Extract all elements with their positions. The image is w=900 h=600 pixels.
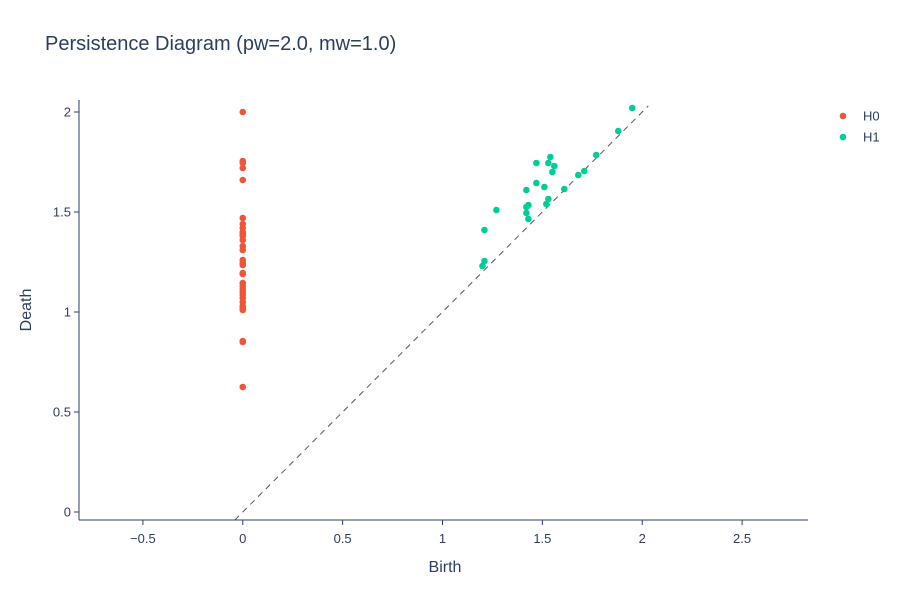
data-point-h1[interactable] — [581, 167, 588, 175]
data-point-h0[interactable] — [239, 383, 247, 391]
data-point-h1[interactable] — [523, 209, 530, 217]
x-tick-label: 1 — [439, 531, 446, 546]
legend-item-h0[interactable]: H0 — [839, 109, 880, 124]
data-point-h1[interactable] — [545, 159, 552, 167]
diagonal-reference-line — [234, 105, 649, 521]
y-tick-label: 2 — [64, 105, 71, 120]
y-axis-title: Death — [18, 289, 35, 332]
data-point-h1[interactable] — [628, 104, 636, 112]
y-tick-label: 0.5 — [53, 405, 71, 420]
data-point-h0[interactable] — [239, 306, 247, 314]
data-points — [239, 104, 636, 391]
data-point-h1[interactable] — [523, 186, 530, 194]
data-point-h1[interactable] — [481, 257, 488, 265]
legend-item-h1[interactable]: H1 — [839, 130, 880, 145]
legend-marker — [839, 133, 847, 141]
data-point-h1[interactable] — [614, 127, 622, 135]
x-tick-label: −0.5 — [130, 531, 156, 546]
data-point-h0[interactable] — [239, 214, 247, 222]
plot-area: −0.5 0 0.5 1 1.5 2 2.5 0 0.5 1 1.5 2 — [53, 100, 808, 546]
data-point-h0[interactable] — [239, 246, 247, 254]
y-tick-label: 0 — [64, 505, 71, 520]
x-tick-label: 0 — [239, 531, 246, 546]
data-point-h1[interactable] — [525, 215, 532, 223]
series-h1 — [479, 104, 636, 270]
data-point-h1[interactable] — [549, 168, 556, 176]
data-point-h1[interactable] — [551, 162, 558, 170]
data-point-h0[interactable] — [239, 108, 247, 116]
data-point-h1[interactable] — [533, 179, 540, 187]
data-point-h1[interactable] — [575, 171, 582, 179]
series-h0 — [239, 108, 247, 391]
data-point-h0[interactable] — [239, 176, 247, 184]
legend-label: H0 — [863, 109, 880, 124]
chart-title: Persistence Diagram (pw=2.0, mw=1.0) — [45, 33, 396, 55]
data-point-h0[interactable] — [239, 270, 247, 278]
data-point-h1[interactable] — [592, 151, 600, 159]
y-tick-label: 1 — [64, 305, 71, 320]
data-point-h1[interactable] — [547, 153, 554, 161]
data-point-h1[interactable] — [493, 206, 500, 214]
data-point-h0[interactable] — [239, 164, 247, 172]
y-axis-ticks: 0 0.5 1 1.5 2 — [53, 105, 79, 520]
data-point-h1[interactable] — [533, 159, 540, 167]
data-point-h1[interactable] — [479, 262, 486, 270]
data-point-h0[interactable] — [239, 338, 247, 346]
x-axis-ticks: −0.5 0 0.5 1 1.5 2 2.5 — [130, 520, 751, 546]
x-tick-label: 2 — [639, 531, 646, 546]
data-point-h1[interactable] — [525, 201, 532, 209]
data-point-h0[interactable] — [239, 236, 247, 244]
data-point-h1[interactable] — [561, 185, 568, 193]
legend-label: H1 — [863, 130, 880, 145]
x-tick-label: 2.5 — [733, 531, 751, 546]
data-point-h1[interactable] — [541, 183, 548, 191]
data-point-h1[interactable] — [481, 226, 488, 234]
data-point-h0[interactable] — [239, 261, 247, 269]
y-tick-label: 1.5 — [53, 205, 71, 220]
data-point-h1[interactable] — [545, 195, 552, 203]
legend-marker — [839, 112, 847, 120]
data-point-h1[interactable] — [543, 200, 550, 208]
data-point-h0[interactable] — [239, 159, 247, 167]
x-tick-label: 0.5 — [334, 531, 352, 546]
x-tick-label: 1.5 — [533, 531, 551, 546]
x-axis-title: Birth — [429, 559, 462, 576]
